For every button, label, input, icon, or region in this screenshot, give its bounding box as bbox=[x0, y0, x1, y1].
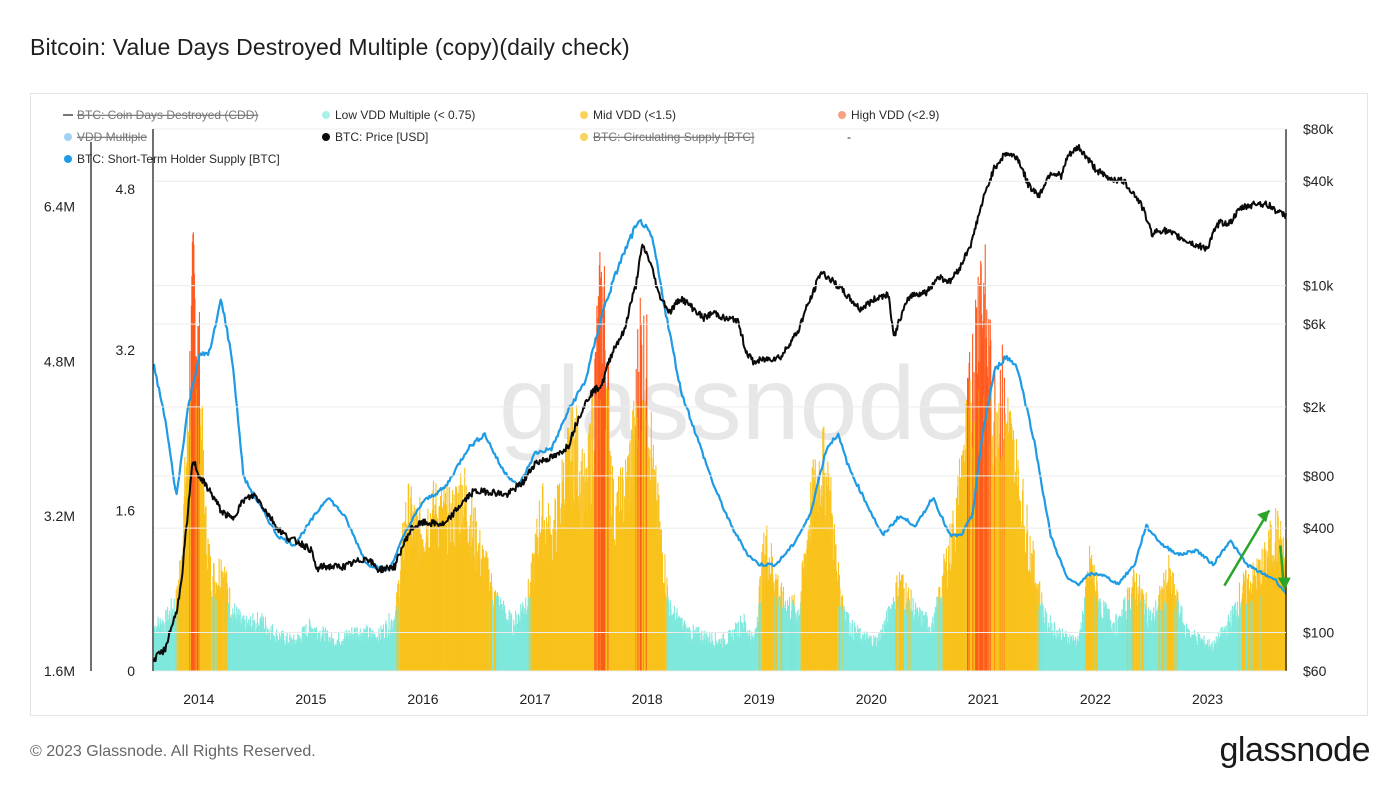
sth-tick-label: 1.6M bbox=[44, 663, 75, 679]
down-arrow-head bbox=[1277, 577, 1291, 590]
x-tick-label: 2022 bbox=[1080, 691, 1111, 707]
price-tick-label: $60 bbox=[1303, 663, 1327, 679]
legend-item: VDD Multiple bbox=[64, 130, 147, 144]
price-tick-label: $2k bbox=[1303, 399, 1327, 415]
x-tick-label: 2018 bbox=[632, 691, 663, 707]
legend-label: Low VDD Multiple (< 0.75) bbox=[335, 108, 475, 122]
legend-label: BTC: Price [USD] bbox=[335, 130, 428, 144]
price-tick-label: $100 bbox=[1303, 625, 1334, 641]
sth-tick-label: 4.8M bbox=[44, 353, 75, 369]
x-tick-label: 2023 bbox=[1192, 691, 1223, 707]
legend-label: VDD Multiple bbox=[77, 130, 147, 144]
legend-item: BTC: Price [USD] bbox=[322, 130, 428, 144]
glassnode-logo: glassnode bbox=[1219, 731, 1370, 769]
vdd-multiple-chart: glassnode 1.6M3.2M4.8M6.4M01.63.24.8$60$… bbox=[44, 108, 1334, 707]
sth-tick-label: 6.4M bbox=[44, 198, 75, 214]
vdd-tick-label: 0 bbox=[127, 663, 135, 679]
legend-item: BTC: Short-Term Holder Supply [BTC] bbox=[64, 152, 280, 166]
legend-item: Mid VDD (<1.5) bbox=[580, 108, 676, 122]
price-tick-label: $80k bbox=[1303, 121, 1334, 137]
x-tick-label: 2016 bbox=[407, 691, 438, 707]
legend-label: BTC: Coin Days Destroyed (CDD) bbox=[77, 108, 258, 122]
legend-item: BTC: Circulating Supply [BTC] bbox=[580, 130, 754, 144]
copyright-text: © 2023 Glassnode. All Rights Reserved. bbox=[30, 743, 316, 760]
legend-marker bbox=[580, 133, 588, 141]
legend-item: - bbox=[847, 130, 851, 144]
legend-label: Mid VDD (<1.5) bbox=[593, 108, 676, 122]
btc-price-line bbox=[153, 144, 1287, 663]
x-tick-label: 2017 bbox=[519, 691, 550, 707]
x-tick-label: 2014 bbox=[183, 691, 214, 707]
price-tick-label: $800 bbox=[1303, 468, 1334, 484]
sth-tick-label: 3.2M bbox=[44, 508, 75, 524]
chart-panel: glassnode 1.6M 3.2M 4.8M 6.4M 0 1.6 3.2 4.8 $60 $… bbox=[30, 93, 1368, 716]
x-tick-label: 2021 bbox=[968, 691, 999, 707]
x-tick-label: 2015 bbox=[295, 691, 326, 707]
up-arrow-head bbox=[1257, 510, 1270, 523]
annotations bbox=[1223, 509, 1291, 590]
series-lines bbox=[152, 144, 1288, 663]
vdd-tick-label: 3.2 bbox=[116, 342, 136, 358]
legend-label: High VDD (<2.9) bbox=[851, 108, 939, 122]
legend-item: Low VDD Multiple (< 0.75) bbox=[322, 108, 475, 122]
vdd-tick-label: 1.6 bbox=[116, 502, 136, 518]
legend-label: BTC: Short-Term Holder Supply [BTC] bbox=[77, 152, 280, 166]
legend-marker bbox=[322, 133, 330, 141]
chart-title: Bitcoin: Value Days Destroyed Multiple (… bbox=[30, 34, 630, 60]
x-tick-label: 2019 bbox=[744, 691, 775, 707]
sth-supply-line bbox=[152, 218, 1288, 595]
x-tick-label: 2020 bbox=[856, 691, 887, 707]
legend: BTC: Coin Days Destroyed (CDD) Low VDD Mu… bbox=[63, 108, 939, 166]
price-tick-label: $400 bbox=[1303, 520, 1334, 536]
axes: 1.6M 3.2M 4.8M 6.4M 0 1.6 3.2 4.8 $60 $100 $400 $80… bbox=[44, 121, 1334, 707]
legend-marker bbox=[64, 133, 72, 141]
price-tick-label: $40k bbox=[1303, 173, 1334, 189]
vdd-tick-label: 4.8 bbox=[116, 181, 136, 197]
legend-marker bbox=[64, 155, 72, 163]
legend-item: High VDD (<2.9) bbox=[838, 108, 939, 122]
legend-marker bbox=[322, 111, 330, 119]
legend-marker bbox=[580, 111, 588, 119]
legend-label: BTC: Circulating Supply [BTC] bbox=[593, 130, 754, 144]
up-arrow bbox=[1223, 509, 1271, 587]
legend-item: BTC: Coin Days Destroyed (CDD) bbox=[63, 108, 258, 122]
price-tick-label: $10k bbox=[1303, 278, 1334, 294]
legend-label: - bbox=[847, 130, 851, 144]
price-tick-label: $6k bbox=[1303, 316, 1327, 332]
legend-marker bbox=[838, 111, 846, 119]
